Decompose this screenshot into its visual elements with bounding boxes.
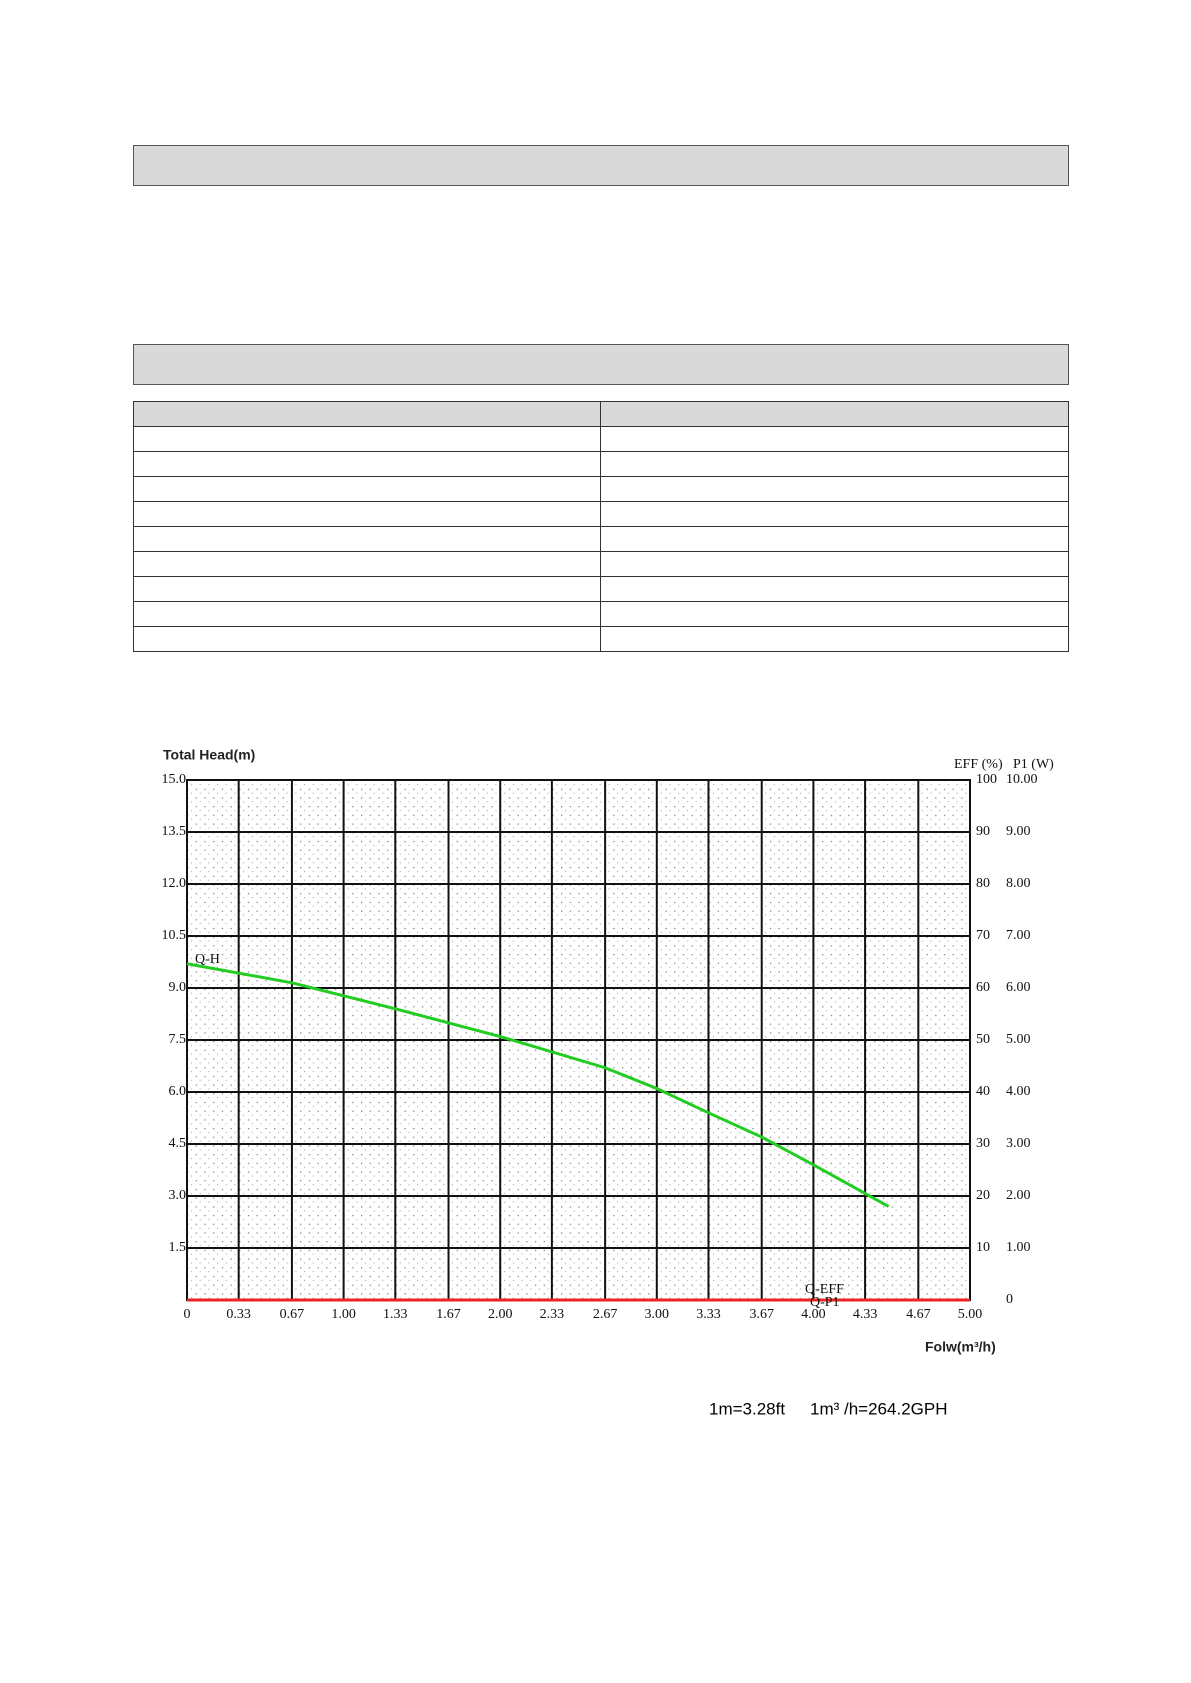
x-tick-label: 0.67 — [280, 1307, 305, 1322]
x-axis-label: Folw(m³/h) — [925, 1339, 996, 1355]
y2-tick-label: 70 — [976, 928, 990, 943]
y2-tick-label: 100 — [976, 772, 997, 787]
x-tick-label: 0 — [184, 1307, 191, 1322]
y3-axis-label: P1 (W) — [1013, 757, 1054, 772]
series-line — [186, 962, 890, 1208]
y-tick-label: 1.5 — [169, 1240, 187, 1255]
curve-label: Q-H — [195, 952, 220, 967]
footnote: 1m³ /h=264.2GPH — [810, 1399, 948, 1418]
y3-tick-label: 8.00 — [1006, 876, 1031, 891]
y3-tick-label: 10.00 — [1006, 772, 1038, 787]
y2-axis-label: EFF (%) — [954, 757, 1003, 772]
y2-tick-label: 50 — [976, 1032, 990, 1047]
y2-tick-label: 40 — [976, 1084, 990, 1099]
y3-tick-label: 9.00 — [1006, 824, 1031, 839]
x-tick-label: 4.33 — [853, 1307, 878, 1322]
y2-tick-label: 20 — [976, 1188, 990, 1203]
x-tick-label: 2.00 — [488, 1307, 513, 1322]
y3-tick-label: 5.00 — [1006, 1032, 1031, 1047]
x-tick-label: 0.33 — [226, 1307, 251, 1322]
y2-tick-label: 30 — [976, 1136, 990, 1151]
y3-tick-label: 7.00 — [1006, 928, 1031, 943]
y-tick-label: 6.0 — [169, 1084, 187, 1099]
y3-tick-label: 4.00 — [1006, 1084, 1031, 1099]
curve-label: Q-P1 — [810, 1295, 840, 1310]
x-tick-label: 3.67 — [749, 1307, 774, 1322]
x-tick-label: 1.67 — [436, 1307, 461, 1322]
y-tick-label: 7.5 — [169, 1032, 187, 1047]
curve-label: Q-EFF — [805, 1282, 844, 1297]
spec-table — [133, 401, 1069, 652]
y3-tick-label: 1.00 — [1006, 1240, 1031, 1255]
x-tick-label: 3.33 — [696, 1307, 721, 1322]
x-tick-label: 2.33 — [540, 1307, 565, 1322]
y-tick-label: 15.0 — [162, 772, 187, 787]
y2-tick-label: 80 — [976, 876, 990, 891]
x-tick-label: 4.67 — [906, 1307, 931, 1322]
section-bar — [133, 145, 1069, 186]
x-tick-label: 1.33 — [383, 1307, 408, 1322]
y-tick-label: 9.0 — [169, 980, 187, 995]
footnote: 1m=3.28ft — [709, 1399, 785, 1418]
y2-tick-label: 90 — [976, 824, 990, 839]
x-tick-label: 3.00 — [645, 1307, 670, 1322]
y-tick-label: 13.5 — [162, 824, 187, 839]
y-tick-label: 3.0 — [169, 1188, 187, 1203]
x-tick-label: 1.00 — [331, 1307, 356, 1322]
y-tick-label: 4.5 — [169, 1136, 187, 1151]
y-axis-label: Total Head(m) — [163, 747, 255, 763]
x-tick-label: 2.67 — [593, 1307, 618, 1322]
y2-tick-label: 60 — [976, 980, 990, 995]
x-tick-label: 4.00 — [801, 1307, 826, 1322]
y3-tick-label: 0 — [1006, 1292, 1013, 1307]
y3-tick-label: 2.00 — [1006, 1188, 1031, 1203]
y-tick-label: 10.5 — [162, 928, 187, 943]
y3-tick-label: 3.00 — [1006, 1136, 1031, 1151]
x-tick-label: 5.00 — [958, 1307, 983, 1322]
section-bar — [133, 344, 1069, 385]
y-tick-label: 12.0 — [162, 876, 187, 891]
y3-tick-label: 6.00 — [1006, 980, 1031, 995]
y2-tick-label: 10 — [976, 1240, 990, 1255]
